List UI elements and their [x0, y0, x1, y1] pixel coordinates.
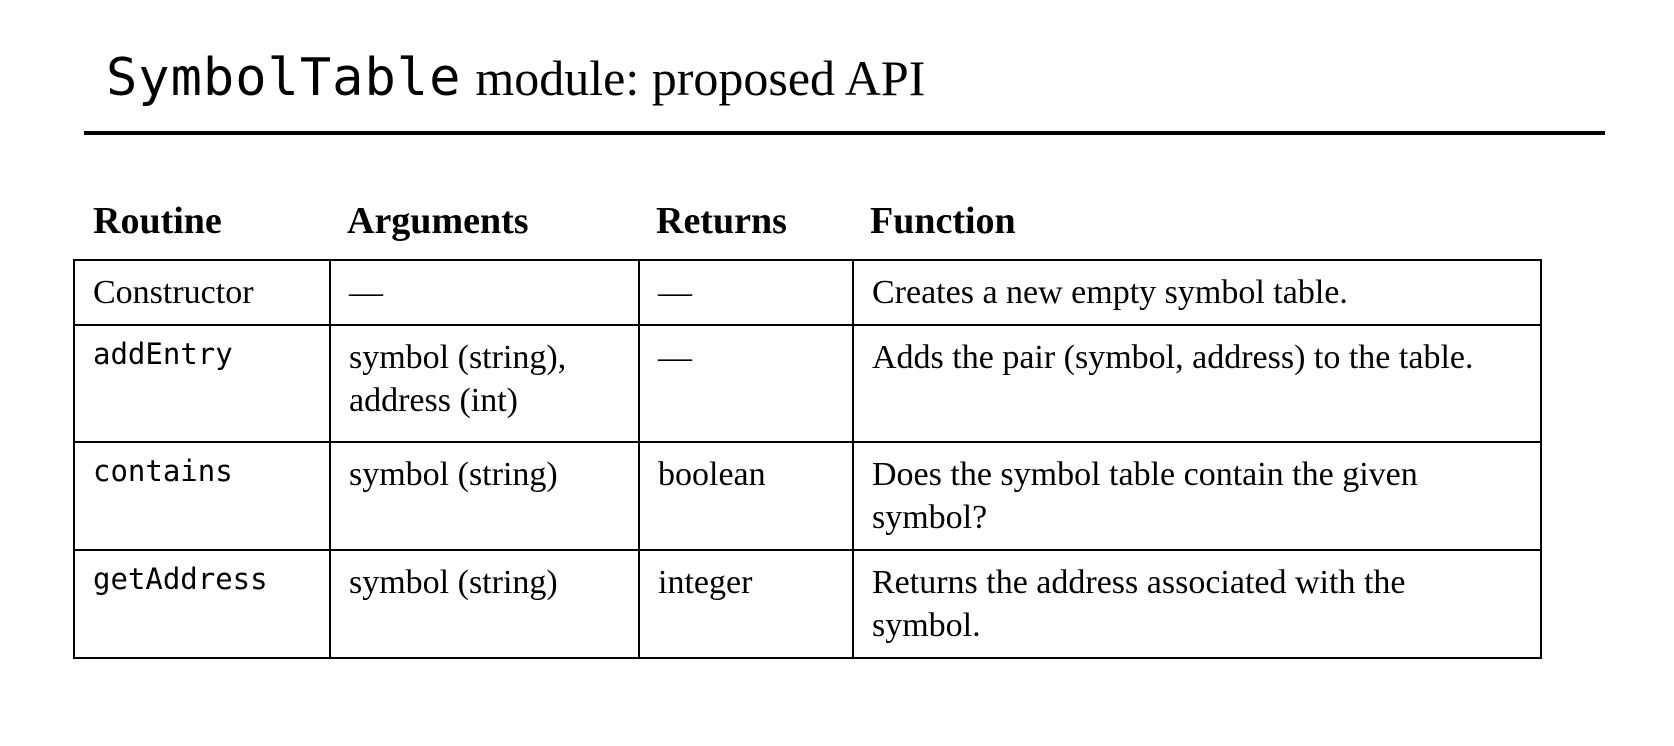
- arguments-cell: symbol (string): [329, 441, 640, 551]
- api-table: Constructor — — Creates a new empty symb…: [73, 259, 1542, 659]
- header-function: Function: [870, 200, 1016, 242]
- function-cell: Creates a new empty symbol table.: [852, 259, 1542, 326]
- header-returns: Returns: [656, 200, 787, 242]
- function-cell: Does the symbol table contain the given …: [852, 441, 1542, 551]
- routine-cell: getAddress: [73, 549, 331, 659]
- returns-cell: —: [638, 324, 854, 443]
- page-title: SymbolTable module: proposed API: [106, 52, 925, 104]
- table-row: Constructor — — Creates a new empty symb…: [73, 259, 1542, 326]
- routine-cell: addEntry: [73, 324, 331, 443]
- table-row: getAddress symbol (string) integer Retur…: [73, 549, 1542, 659]
- arguments-cell: symbol (string): [329, 549, 640, 659]
- function-cell: Returns the address associated with the …: [852, 549, 1542, 659]
- arguments-cell: symbol (string), address (int): [329, 324, 640, 443]
- header-routine: Routine: [93, 200, 222, 242]
- table-row: addEntry symbol (string), address (int) …: [73, 324, 1542, 443]
- title-text: module: proposed API: [475, 50, 926, 106]
- routine-cell: Constructor: [73, 259, 331, 326]
- header-arguments: Arguments: [347, 200, 529, 242]
- arguments-cell: —: [329, 259, 640, 326]
- returns-cell: —: [638, 259, 854, 326]
- routine-cell: contains: [73, 441, 331, 551]
- title-divider: [84, 131, 1605, 135]
- returns-cell: boolean: [638, 441, 854, 551]
- function-cell: Adds the pair (symbol, address) to the t…: [852, 324, 1542, 443]
- title-code: SymbolTable: [106, 48, 462, 108]
- returns-cell: integer: [638, 549, 854, 659]
- table-row: contains symbol (string) boolean Does th…: [73, 441, 1542, 551]
